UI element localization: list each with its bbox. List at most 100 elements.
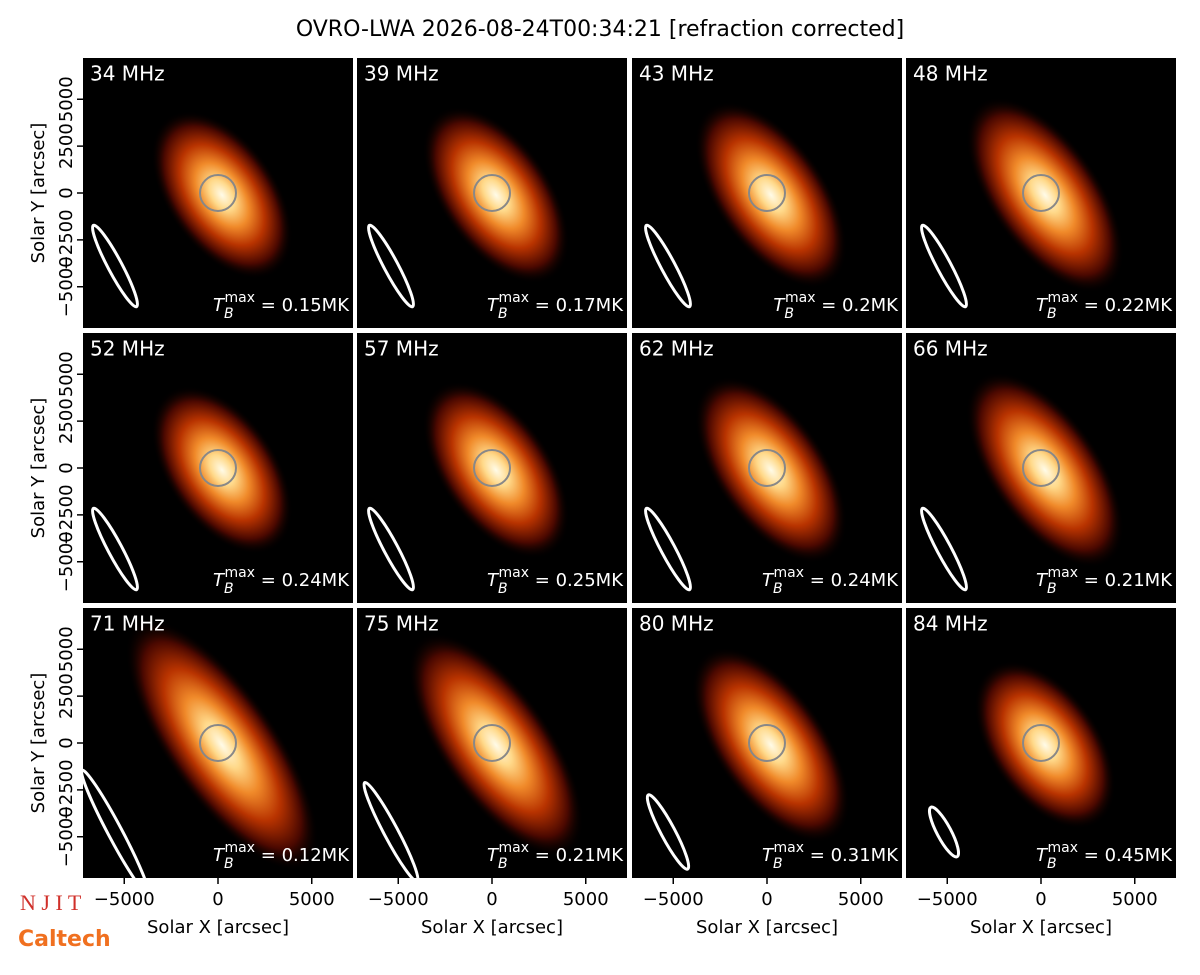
tb-max-annotation: TBmax = 0.17MK: [487, 290, 624, 322]
subscript: B: [1047, 306, 1057, 322]
tb-max-annotation: TBmax = 0.21MK: [1036, 565, 1173, 597]
panel: [632, 58, 902, 328]
figure-title: OVRO-LWA 2026-08-24T00:34:21 [refraction…: [296, 17, 904, 42]
y-axis-label: Solar Y [arcsec]: [28, 398, 49, 539]
subscript: B: [773, 856, 783, 872]
y-tick-label: 5000: [56, 76, 77, 122]
y-tick-label: −2500: [56, 209, 77, 270]
source-emission: [408, 633, 584, 857]
x-tick-label: 5000: [838, 889, 884, 910]
subscript: B: [224, 581, 234, 597]
solar-disk: [748, 174, 786, 212]
tb-max-annotation: TBmax = 0.24MK: [213, 565, 350, 597]
symbol: T: [762, 570, 775, 591]
annotation-text: = 0.45MK: [1078, 845, 1173, 866]
x-tick-label: 0: [1035, 889, 1046, 910]
tb-max-annotation: TBmax = 0.2MK: [773, 290, 899, 322]
panel: [357, 608, 627, 878]
beam: [362, 780, 420, 878]
annotation-text: = 0.25MK: [529, 570, 624, 591]
source-emission: [694, 376, 848, 564]
symbol: T: [487, 295, 500, 316]
beam: [920, 506, 968, 592]
annotation-text: = 0.2MK: [816, 295, 900, 316]
symbol: T: [1036, 845, 1049, 866]
source-emission: [151, 111, 293, 279]
panel: [83, 608, 353, 878]
superscript: max: [774, 565, 805, 581]
source-emission: [151, 386, 293, 554]
y-tick-label: 0: [56, 187, 77, 198]
x-tick-label: 5000: [1112, 889, 1158, 910]
beam: [645, 793, 691, 871]
tb-max-annotation: TBmax = 0.45MK: [1036, 840, 1173, 872]
y-axis-label: Solar Y [arcsec]: [28, 123, 49, 264]
subscript: B: [224, 856, 234, 872]
panel-title: 84 MHz: [913, 612, 988, 636]
x-tick-label: 5000: [563, 889, 609, 910]
superscript: max: [1048, 840, 1079, 856]
panel-title: 34 MHz: [90, 62, 165, 86]
solar-disk: [199, 724, 237, 762]
annotation-text: = 0.24MK: [255, 570, 350, 591]
symbol: T: [213, 295, 226, 316]
source-emission: [966, 97, 1124, 293]
superscript: max: [499, 290, 530, 306]
subscript: B: [498, 581, 508, 597]
y-tick-label: −5000: [56, 256, 77, 317]
panel-title: 66 MHz: [913, 337, 988, 361]
y-tick-label: 5000: [56, 351, 77, 397]
symbol: T: [762, 845, 775, 866]
panel: [357, 58, 627, 328]
beam: [920, 223, 968, 309]
solar-disk: [1022, 174, 1060, 212]
y-tick-label: 0: [56, 462, 77, 473]
annotation-text: = 0.24MK: [804, 570, 899, 591]
superscript: max: [785, 290, 816, 306]
tb-max-annotation: TBmax = 0.31MK: [762, 840, 899, 872]
annotation-text: = 0.12MK: [255, 845, 350, 866]
logo-njit: N J I T: [20, 890, 82, 915]
subscript: B: [773, 581, 783, 597]
x-axis-label: Solar X [arcsec]: [696, 917, 838, 938]
x-tick-label: −5000: [368, 889, 429, 910]
y-tick-label: −5000: [56, 806, 77, 867]
x-tick-label: −5000: [917, 889, 978, 910]
x-tick-label: 0: [486, 889, 497, 910]
beam: [644, 223, 692, 309]
source-emission: [974, 661, 1116, 829]
panel: [632, 333, 902, 603]
logo-caltech: Caltech: [18, 927, 111, 952]
solar-disk: [1022, 449, 1060, 487]
source-emission: [692, 647, 850, 843]
subscript: B: [1047, 856, 1057, 872]
tb-max-annotation: TBmax = 0.22MK: [1036, 290, 1173, 322]
beam: [644, 506, 692, 592]
beam: [367, 223, 415, 309]
beam: [83, 768, 150, 878]
subscript: B: [1047, 581, 1057, 597]
beam: [91, 506, 139, 592]
symbol: T: [1036, 295, 1049, 316]
symbol: T: [213, 845, 226, 866]
solar-disk: [748, 724, 786, 762]
superscript: max: [1048, 290, 1079, 306]
beam: [91, 223, 139, 309]
x-axis-label: Solar X [arcsec]: [147, 917, 289, 938]
panel-title: 62 MHz: [639, 337, 714, 361]
panel-title: 52 MHz: [90, 337, 165, 361]
solar-disk: [473, 449, 511, 487]
beam: [927, 805, 961, 859]
y-tick-label: 5000: [56, 626, 77, 672]
panel: [357, 333, 627, 603]
y-axis-label: Solar Y [arcsec]: [28, 673, 49, 814]
source-emission: [422, 106, 570, 284]
x-tick-label: −5000: [94, 889, 155, 910]
x-tick-label: 0: [761, 889, 772, 910]
solar-disk: [473, 724, 511, 762]
symbol: T: [1036, 570, 1049, 591]
solar-disk: [199, 174, 237, 212]
source-emission: [694, 101, 848, 289]
panel-title: 75 MHz: [364, 612, 439, 636]
